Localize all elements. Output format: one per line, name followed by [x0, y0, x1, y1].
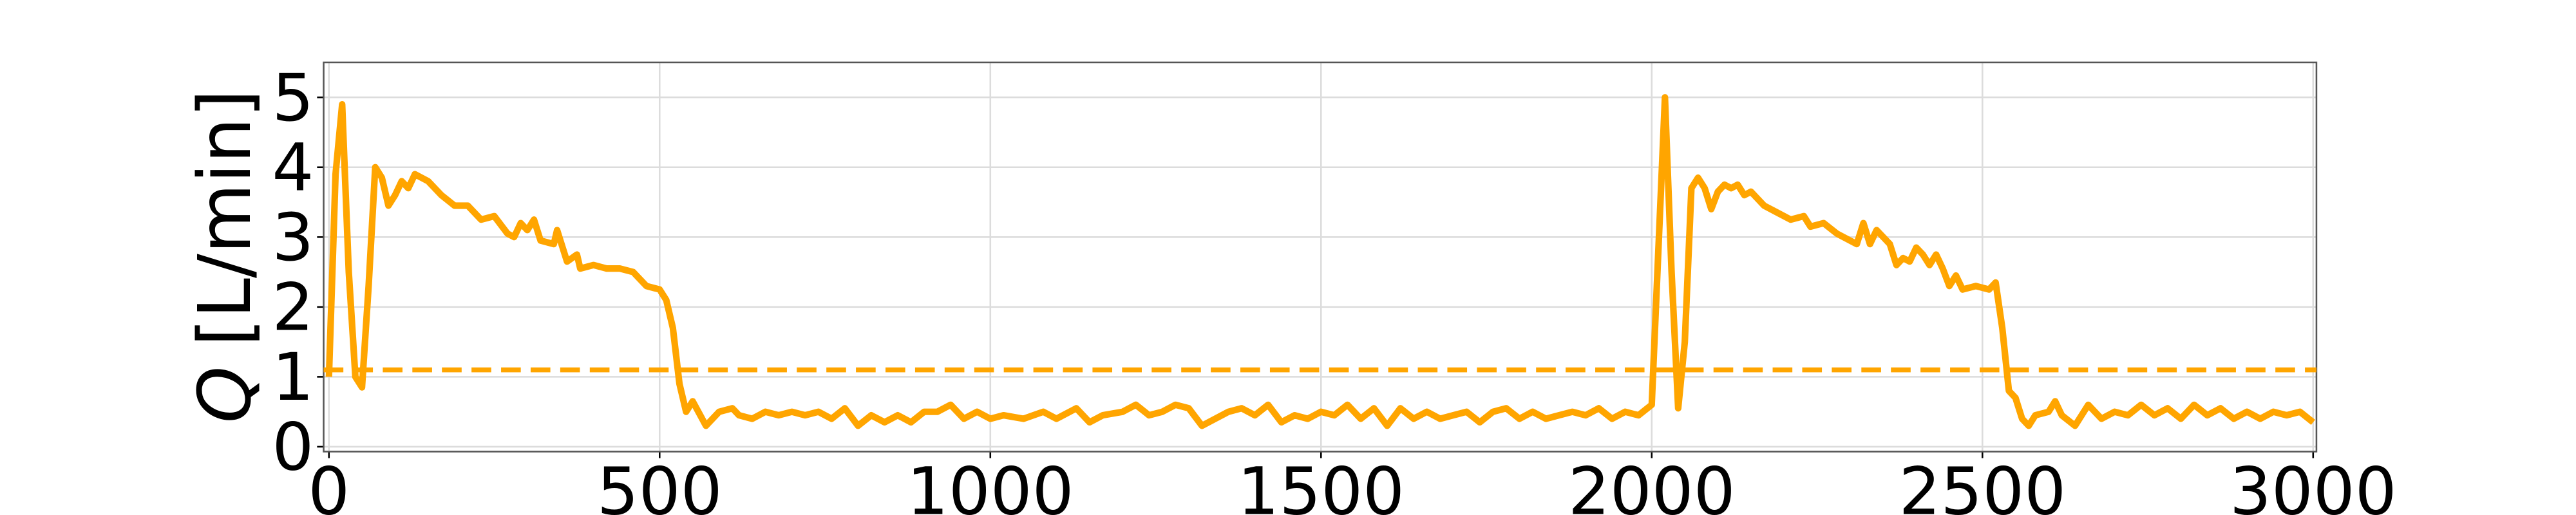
plot-frame [323, 61, 2318, 453]
plot-background [323, 62, 2316, 452]
x-tick-label: 2000 [1568, 453, 1736, 515]
data-line [325, 94, 2315, 429]
y-tick-label: 5 [272, 60, 314, 136]
y-label-unit: [L/min] [184, 89, 267, 347]
plot-area [323, 62, 2316, 452]
y-axis-label: Q [L/min] [184, 89, 267, 424]
x-tick-label: 2500 [1899, 453, 2066, 515]
x-tick-label: 0 [308, 453, 350, 515]
x-tick-label: 3000 [2230, 453, 2397, 515]
x-tick-label: 1000 [907, 453, 1074, 515]
x-tick-label: 1500 [1237, 453, 1405, 515]
x-tick-label: 500 [597, 453, 723, 515]
y-tick-label: 1 [272, 339, 314, 416]
y-tick-label: 3 [272, 200, 314, 276]
y-tick-label: 2 [272, 270, 314, 346]
y-tick-label: 4 [272, 129, 314, 206]
y-label-var: Q [184, 366, 267, 423]
y-tick-label: 0 [272, 409, 314, 486]
